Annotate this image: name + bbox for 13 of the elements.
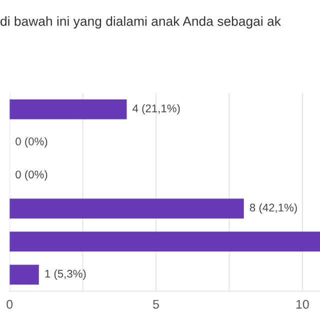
bar xyxy=(10,198,244,218)
x-tick-label: 10 xyxy=(296,300,309,309)
bar xyxy=(10,232,320,252)
data-label: 0 (0%) xyxy=(16,170,48,181)
data-label: 4 (21,1%) xyxy=(132,104,180,115)
data-label: 0 (0%) xyxy=(16,137,48,148)
chart-title: di bawah ini yang dialami anak Anda sebagai ak xyxy=(0,16,281,29)
x-tick-label: 0 xyxy=(6,300,13,309)
bar xyxy=(10,99,127,120)
data-label: 1 (5,3%) xyxy=(45,269,86,280)
data-label: 8 (42,1%) xyxy=(250,203,297,214)
x-tick-label: 5 xyxy=(153,300,159,309)
bar xyxy=(10,264,39,285)
